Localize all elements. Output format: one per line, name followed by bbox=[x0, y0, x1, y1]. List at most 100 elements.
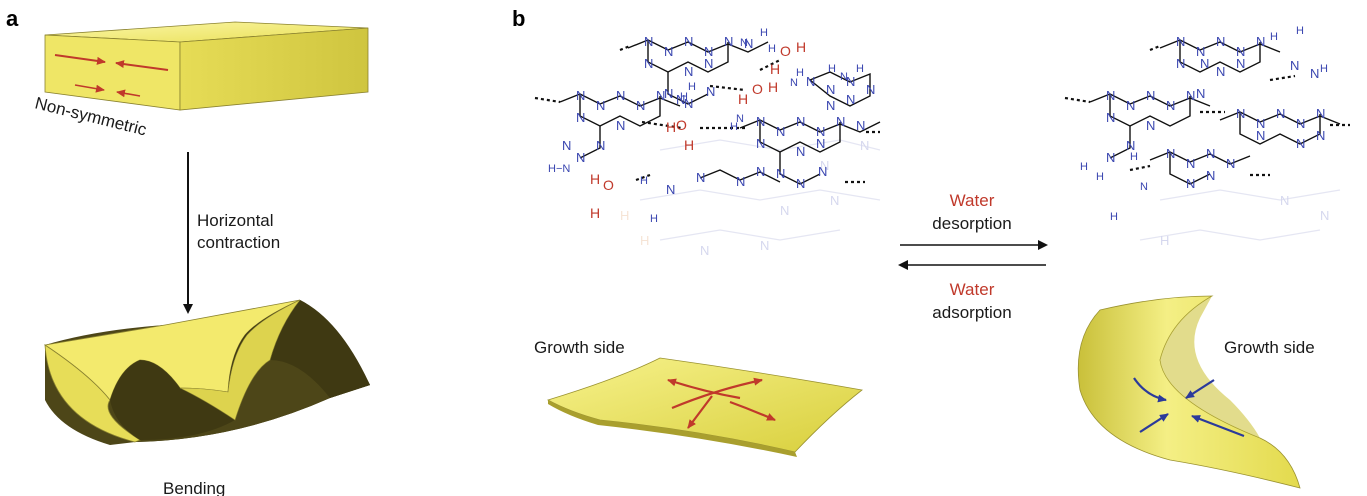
svg-text:N: N bbox=[616, 88, 625, 103]
svg-text:N: N bbox=[1166, 146, 1175, 161]
small-arrow-right bbox=[74, 84, 105, 93]
svg-text:O: O bbox=[780, 43, 791, 59]
svg-text:N: N bbox=[1140, 181, 1148, 193]
svg-text:N: N bbox=[1106, 88, 1115, 103]
svg-text:H: H bbox=[640, 233, 649, 248]
svg-text:N: N bbox=[1236, 44, 1245, 59]
svg-text:N: N bbox=[1186, 176, 1195, 191]
contraction-arrow-left bbox=[115, 60, 169, 71]
svg-text:N: N bbox=[1320, 208, 1329, 223]
svg-text:H: H bbox=[1096, 171, 1104, 183]
svg-text:N: N bbox=[856, 118, 865, 133]
svg-text:N: N bbox=[676, 92, 685, 107]
svg-text:N: N bbox=[826, 98, 835, 113]
svg-text:N: N bbox=[776, 166, 785, 181]
background-layer-right: N N H bbox=[1139, 189, 1341, 248]
svg-text:N: N bbox=[756, 114, 765, 129]
svg-text:N: N bbox=[796, 114, 805, 129]
svg-text:H: H bbox=[768, 43, 776, 55]
svg-text:N: N bbox=[596, 98, 605, 113]
water-molecules: O HH OHH OHH OHH bbox=[590, 39, 806, 221]
svg-text:O: O bbox=[603, 177, 614, 193]
svg-text:H: H bbox=[1080, 161, 1088, 173]
svg-text:N: N bbox=[724, 34, 733, 49]
svg-text:N: N bbox=[1316, 106, 1325, 121]
panel-a-label: a bbox=[6, 6, 19, 31]
water-desorption-sub: desorption bbox=[932, 214, 1011, 233]
svg-text:N: N bbox=[644, 34, 653, 49]
svg-text:N: N bbox=[616, 118, 625, 133]
svg-text:N: N bbox=[1256, 116, 1265, 131]
svg-text:H: H bbox=[770, 61, 780, 77]
svg-text:N: N bbox=[684, 34, 693, 49]
svg-text:H: H bbox=[1296, 25, 1304, 37]
svg-text:H: H bbox=[738, 91, 748, 107]
svg-text:N: N bbox=[1216, 34, 1225, 49]
bending-caption: Bending bbox=[163, 479, 225, 496]
svg-text:N: N bbox=[736, 174, 745, 189]
svg-text:H: H bbox=[1270, 31, 1278, 43]
svg-text:N: N bbox=[756, 164, 765, 179]
svg-text:N: N bbox=[1256, 128, 1265, 143]
svg-text:H: H bbox=[590, 205, 600, 221]
svg-text:H: H bbox=[666, 119, 676, 135]
svg-text:N: N bbox=[684, 96, 693, 111]
svg-text:N: N bbox=[1126, 98, 1135, 113]
svg-text:N: N bbox=[1200, 56, 1209, 71]
svg-text:N: N bbox=[1206, 146, 1215, 161]
svg-text:H: H bbox=[640, 175, 648, 187]
svg-text:H: H bbox=[650, 213, 658, 225]
svg-text:H: H bbox=[548, 163, 556, 175]
contraction-arrow-b4 bbox=[1191, 414, 1245, 438]
svg-text:N: N bbox=[1106, 150, 1115, 165]
svg-text:N: N bbox=[846, 74, 855, 89]
svg-text:N: N bbox=[644, 56, 653, 71]
svg-text:N: N bbox=[1126, 138, 1135, 153]
svg-text:N: N bbox=[1176, 56, 1185, 71]
svg-text:N: N bbox=[596, 138, 605, 153]
curled-sheet bbox=[1077, 295, 1301, 489]
svg-text:N: N bbox=[846, 92, 855, 107]
svg-text:N: N bbox=[820, 158, 829, 173]
svg-text:N: N bbox=[760, 238, 769, 253]
svg-text:N: N bbox=[1226, 156, 1235, 171]
expansion-arrow-3 bbox=[729, 400, 776, 422]
svg-text:N: N bbox=[562, 138, 571, 153]
svg-text:H: H bbox=[620, 208, 629, 223]
non-symmetric-block bbox=[44, 21, 369, 111]
svg-text:N: N bbox=[1216, 64, 1225, 79]
svg-text:N: N bbox=[866, 82, 875, 97]
left-growth-side-label: Growth side bbox=[534, 338, 625, 357]
svg-text:N: N bbox=[700, 243, 709, 258]
svg-text:N: N bbox=[816, 124, 825, 139]
contraction-arrow-b2 bbox=[1185, 379, 1215, 399]
svg-text:N: N bbox=[1276, 106, 1285, 121]
horizontal-contraction-line2: contraction bbox=[197, 233, 280, 252]
contraction-arrow-b1 bbox=[1133, 377, 1167, 403]
svg-text:N: N bbox=[1166, 98, 1175, 113]
svg-text:N: N bbox=[740, 37, 748, 49]
svg-text:N: N bbox=[1310, 66, 1319, 81]
contraction-arrow-right bbox=[54, 54, 106, 65]
svg-text:N: N bbox=[706, 84, 715, 99]
svg-text:N: N bbox=[1106, 110, 1115, 125]
svg-text:N: N bbox=[704, 56, 713, 71]
svg-text:N: N bbox=[790, 77, 798, 89]
horizontal-contraction-line1: Horizontal bbox=[197, 211, 274, 230]
expansion-arrow-2 bbox=[667, 378, 741, 400]
svg-text:H: H bbox=[688, 81, 696, 93]
svg-text:N: N bbox=[816, 136, 825, 151]
svg-text:N: N bbox=[1206, 168, 1215, 183]
svg-text:N: N bbox=[744, 36, 753, 51]
svg-text:N: N bbox=[684, 64, 693, 79]
expansion-arrow-4 bbox=[687, 395, 713, 429]
svg-text:N: N bbox=[576, 150, 585, 165]
svg-text:H: H bbox=[856, 63, 864, 75]
svg-text:N: N bbox=[1296, 116, 1305, 131]
svg-text:N: N bbox=[664, 44, 673, 59]
svg-text:−N: −N bbox=[556, 163, 570, 175]
svg-text:N: N bbox=[1196, 86, 1205, 101]
svg-text:N: N bbox=[1236, 56, 1245, 71]
svg-text:N: N bbox=[796, 144, 805, 159]
